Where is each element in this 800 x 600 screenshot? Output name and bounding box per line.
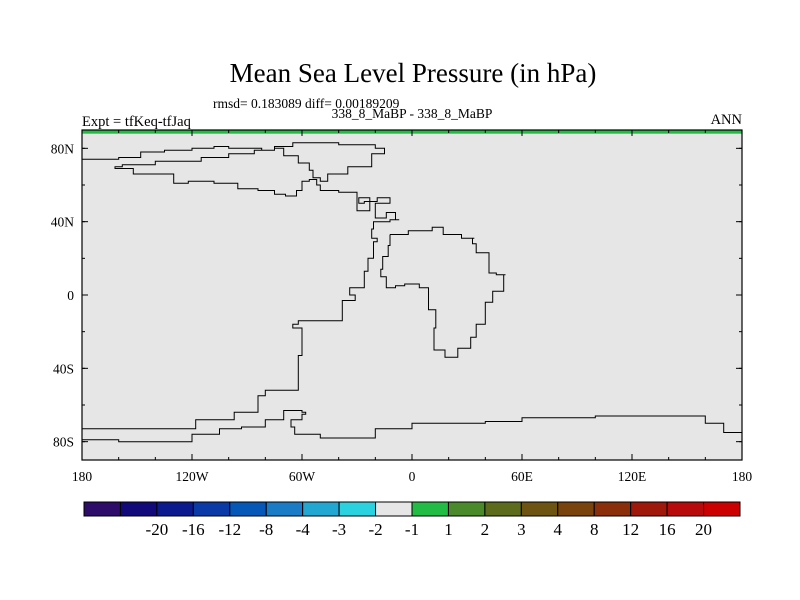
colorbar-swatch [265, 501, 304, 517]
y-tick-label: 80S [53, 435, 74, 450]
coastline-americas-antarctica [81, 142, 400, 430]
colorbar-swatch [229, 501, 267, 517]
colorbar-label: 1 [444, 520, 453, 539]
y-tick-label: 80N [51, 141, 75, 156]
colorbar-label: 4 [554, 520, 563, 539]
map-panel: 180 120W 60W 0 60E 120E 180 80N 40N 0 40S 80S [51, 129, 753, 484]
y-tick-label: 40N [51, 215, 75, 230]
y-tick-label: 0 [67, 288, 74, 303]
colorbar-swatch [447, 501, 486, 517]
colorbar-label: 16 [659, 520, 676, 539]
colorbar: -20 -16 -12 -8 -4 -3 -2 -1 1 2 3 4 8 12 16 20 [83, 501, 741, 539]
x-tick-label: 0 [409, 469, 416, 484]
colorbar-label: -4 [296, 520, 311, 539]
colorbar-label: 20 [695, 520, 712, 539]
colorbar-swatch [192, 501, 231, 517]
y-tick-label: 40S [53, 361, 74, 376]
colorbar-label: 3 [517, 520, 526, 539]
colorbar-label: -3 [332, 520, 346, 539]
colorbar-swatch [520, 501, 559, 517]
colorbar-swatch [83, 501, 121, 517]
colorbar-swatch [119, 501, 158, 517]
colorbar-swatch [375, 501, 413, 517]
season-label: ANN [711, 112, 743, 128]
stats-label: rmsd= 0.183089 diff= 0.00189209 [213, 96, 400, 111]
chart-title: Mean Sea Level Pressure (in hPa) [230, 58, 597, 88]
colorbar-label: 8 [590, 520, 599, 539]
x-tick-label: 180 [72, 469, 93, 484]
colorbar-swatch [411, 501, 449, 517]
experiment-label: Expt = tfKeq-tfJaq [82, 114, 191, 130]
x-tick-label: 120W [176, 469, 209, 484]
x-tick-label: 60W [289, 469, 316, 484]
colorbar-swatch [302, 501, 340, 517]
colorbar-swatch [484, 501, 522, 517]
x-tick-label: 120E [618, 469, 647, 484]
colorbar-label: -1 [405, 520, 419, 539]
colorbar-label: -8 [259, 520, 273, 539]
colorbar-label: 2 [481, 520, 490, 539]
field-background [82, 130, 742, 460]
colorbar-swatch [156, 501, 194, 517]
coastline-antarctica-east [82, 410, 743, 443]
colorbar-swatch [703, 501, 741, 517]
colorbar-label: -12 [218, 520, 241, 539]
colorbar-swatch [338, 501, 377, 517]
colorbar-swatch [557, 501, 595, 517]
case-label: 338_8_MaBP - 338_8_MaBP [332, 106, 493, 121]
colorbar-label: -16 [182, 520, 205, 539]
colorbar-swatch [666, 501, 705, 517]
colorbar-label: 12 [622, 520, 639, 539]
colorbar-label: -20 [146, 520, 169, 539]
coastline-africa-eurasia [380, 226, 506, 358]
colorbar-label: -2 [368, 520, 382, 539]
x-tick-label: 60E [511, 469, 533, 484]
colorbar-swatch [593, 501, 632, 517]
x-tick-label: 180 [732, 469, 753, 484]
colorbar-swatch [630, 501, 668, 517]
